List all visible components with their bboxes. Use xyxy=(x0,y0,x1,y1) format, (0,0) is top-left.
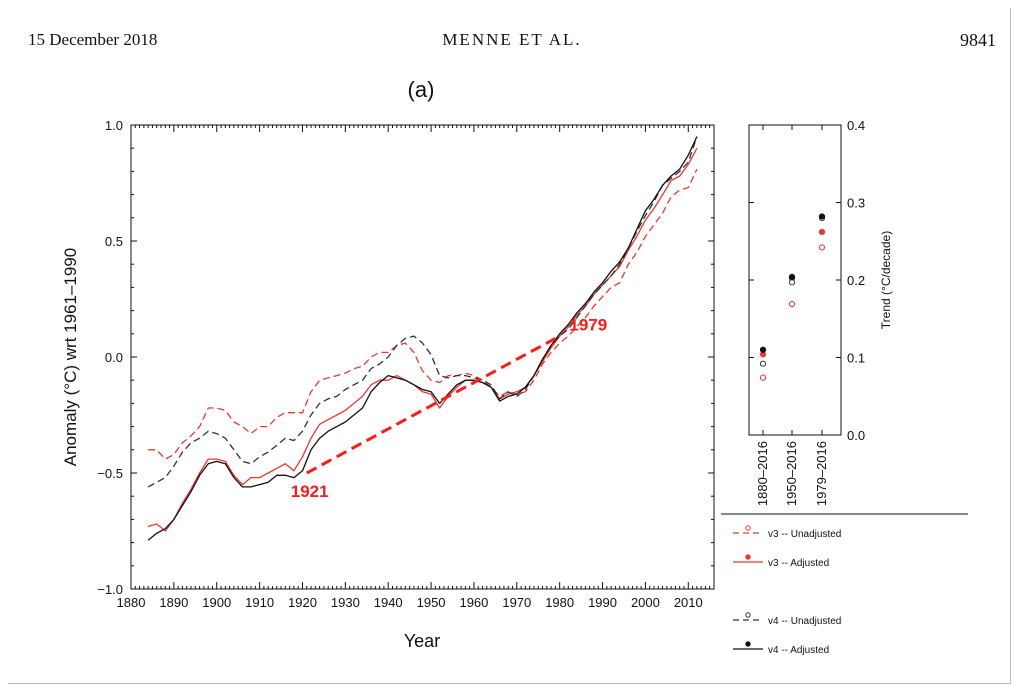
legend-label: v3 -- Adjusted xyxy=(768,558,829,569)
trend-category-label: 1979–2016 xyxy=(814,441,829,506)
legend-marker-2 xyxy=(745,612,751,618)
annotation-1921: 1921 xyxy=(291,482,329,501)
series-line-v4-unadjusted xyxy=(147,136,698,488)
main-plot: 1880 1890 1900 1910 1920 1930 1940 1950 1960 1970… xyxy=(61,118,715,651)
legend-label: v4 -- Unadjusted xyxy=(768,616,841,627)
legend-marker-0 xyxy=(745,525,751,531)
x-tick-label: 1900 xyxy=(202,595,231,610)
x-tick-label: 1940 xyxy=(374,595,403,610)
x-tick-label: 1990 xyxy=(588,595,617,610)
trend-category-label: 1950–2016 xyxy=(784,441,799,506)
trend-ticks: 0.4 0.3 0.2 0.1 0.0 1880–2016 1950–2016 1979–20… xyxy=(749,118,865,506)
main-series xyxy=(147,136,698,541)
trend-y-tick-label: 0.1 xyxy=(847,351,865,366)
legend-label: v4 -- Adjusted xyxy=(768,645,829,656)
trend-point-v3-unadjusted xyxy=(818,244,826,251)
trend-point-v4-adjusted xyxy=(788,273,796,280)
trend-y-tick-label: 0.3 xyxy=(847,196,865,211)
trend-y-axis-title: Trend (°C/decade) xyxy=(879,231,893,329)
panel-label: (a) xyxy=(408,77,435,102)
x-tick-label: 1970 xyxy=(502,595,531,610)
legend-marker-3 xyxy=(745,641,751,647)
y-tick-label: 1.0 xyxy=(105,118,123,133)
x-tick-label: 1930 xyxy=(331,595,360,610)
x-tick-label: 1980 xyxy=(545,595,574,610)
trend-line-1921-1979 xyxy=(306,337,557,475)
trend-plot-frame xyxy=(748,124,842,436)
legend-marker-1 xyxy=(745,554,751,560)
x-tick-label: 1880 xyxy=(117,595,146,610)
y-tick-label: 0.5 xyxy=(105,234,123,249)
trend-y-tick-label: 0.0 xyxy=(847,428,865,443)
x-tick-label: 2000 xyxy=(631,595,660,610)
series-line-v3-unadjusted xyxy=(148,168,698,460)
trend-point-v4-unadjusted xyxy=(759,360,767,367)
series-line-v3-adjusted xyxy=(147,147,698,532)
trend-points xyxy=(759,213,826,381)
legend-label: v3 -- Unadjusted xyxy=(768,529,841,540)
x-axis-title: Year xyxy=(404,631,440,651)
header-date: 15 December 2018 xyxy=(28,30,158,49)
trend-y-tick-label: 0.4 xyxy=(847,118,865,133)
header-authors: MENNE ET AL. xyxy=(442,30,582,49)
y-tick-label: −0.5 xyxy=(97,466,123,481)
trend-point-v3-adjusted xyxy=(818,228,826,236)
trend-plot: 0.4 0.3 0.2 0.1 0.0 1880–2016 1950–2016 1979–20… xyxy=(748,118,893,506)
trend-point-v3-unadjusted xyxy=(759,374,767,381)
main-ticks: 1880 1890 1900 1910 1920 1930 1940 1950 1960 1970… xyxy=(97,118,715,610)
y-tick-label: −1.0 xyxy=(97,582,123,597)
x-tick-label: 1920 xyxy=(288,595,317,610)
x-tick-label: 2010 xyxy=(674,595,703,610)
x-tick-label: 1960 xyxy=(459,595,488,610)
y-axis-title: Anomaly (°C) wrt 1961–1990 xyxy=(61,248,80,466)
x-tick-label: 1910 xyxy=(245,595,274,610)
main-plot-frame xyxy=(130,124,715,590)
trend-y-tick-label: 0.2 xyxy=(847,273,865,288)
annotation-1979: 1979 xyxy=(569,315,607,334)
series-line-v4-adjusted xyxy=(147,136,698,541)
trend-point-v4-adjusted xyxy=(818,213,826,220)
main-annotations: 1921 1979 xyxy=(291,315,607,501)
trend-category-label: 1880–2016 xyxy=(755,441,770,506)
y-tick-label: 0.0 xyxy=(105,350,123,365)
trend-point-v4-adjusted xyxy=(759,346,767,353)
legend: v3 -- Unadjusted v3 -- Adjusted v4 -- Unad… xyxy=(733,525,841,656)
trend-point-v3-unadjusted xyxy=(788,300,796,308)
x-tick-label: 1890 xyxy=(159,595,188,610)
trend-point-v4-unadjusted xyxy=(788,279,796,286)
x-tick-label: 1950 xyxy=(417,595,446,610)
header-page-number: 9841 xyxy=(960,30,996,50)
page-frame xyxy=(8,8,1011,684)
